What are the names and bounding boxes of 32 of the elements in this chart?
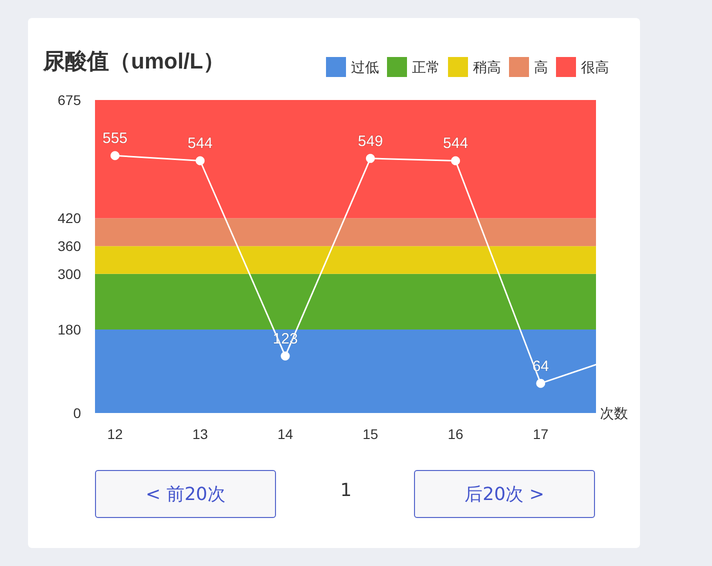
legend-label: 稍高 [473, 59, 501, 75]
x-axis-title: 次数 [600, 405, 628, 421]
button: 后20次 > [414, 470, 595, 518]
data-label: 544 [443, 135, 468, 152]
data-label: 549 [358, 132, 383, 150]
y-tick-label: 0 [73, 405, 82, 421]
point [366, 154, 375, 163]
y-tick-label: 300 [58, 266, 82, 282]
point [110, 151, 120, 160]
y-tick-label: 420 [58, 210, 82, 226]
legend-label: 高 [534, 59, 548, 75]
legend-label: 正常 [412, 59, 440, 75]
button: < 前20次 [95, 470, 276, 518]
x-tick-label: 12 [107, 426, 124, 442]
text: 1 [339, 480, 353, 501]
legend-label: 过低 [351, 59, 379, 75]
data-label: 555 [102, 130, 128, 148]
x-tick-label: 15 [362, 426, 378, 442]
y-tick-label: 360 [58, 238, 82, 254]
point [280, 351, 290, 360]
data-label: 544 [188, 135, 213, 152]
point [451, 156, 460, 166]
legend-label: 很高 [581, 59, 609, 75]
x-tick-label: 13 [192, 426, 208, 442]
point [196, 156, 205, 166]
y-tick-label: 675 [58, 92, 82, 108]
x-tick-label: 17 [532, 426, 549, 442]
point [536, 378, 546, 388]
y-tick-label: 180 [58, 322, 82, 338]
x-tick-label: 16 [448, 426, 464, 442]
x-tick-label: 14 [277, 426, 294, 442]
chart-title: 尿酸值（umol/L） [42, 48, 226, 74]
